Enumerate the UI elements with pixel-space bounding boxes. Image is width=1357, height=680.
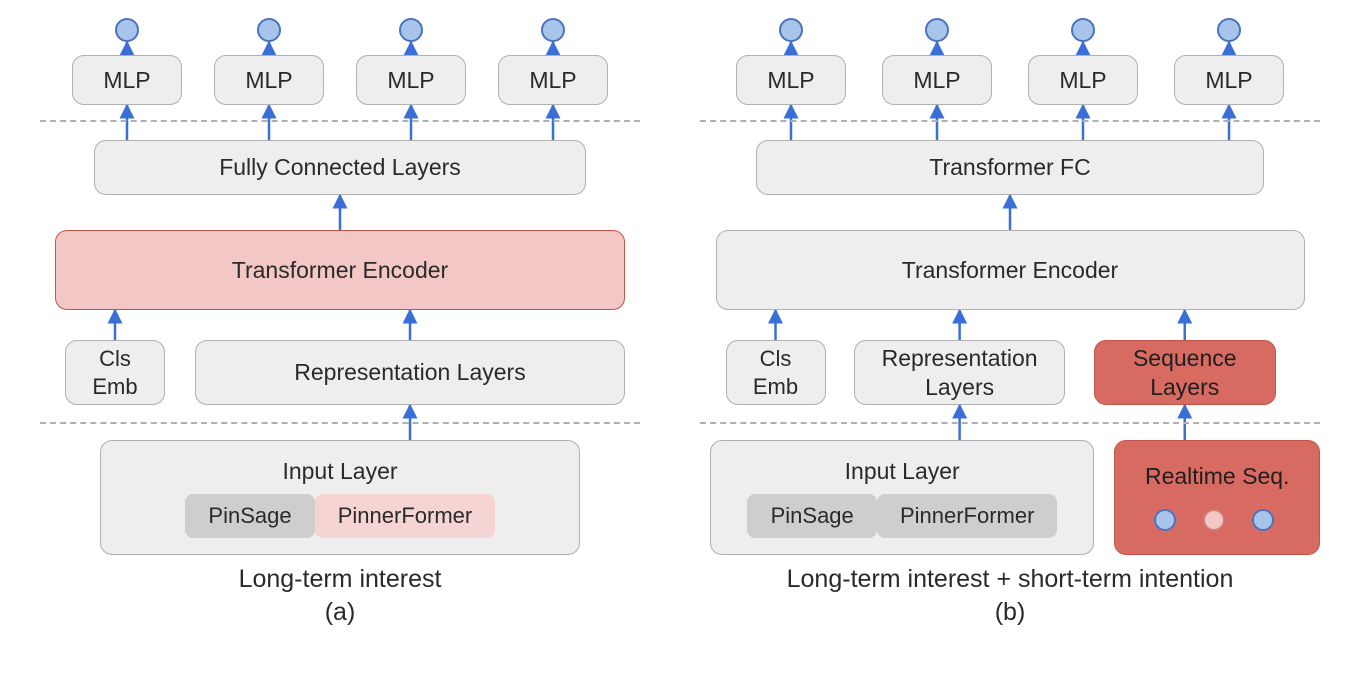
cls-emb-box: Cls Emb [65, 340, 165, 405]
mlp-box: MLP [498, 55, 608, 105]
input-layer-box: Input Layer PinSagePinnerFormer [100, 440, 580, 555]
realtime-seq-box: Realtime Seq. [1114, 440, 1320, 555]
divider [700, 120, 1320, 122]
divider [40, 120, 640, 122]
output-node-icon [541, 18, 565, 42]
input-layer-box: Input Layer PinSagePinnerFormer [710, 440, 1094, 555]
pinnerformer-chip: PinnerFormer [315, 494, 495, 538]
caption-title: Long-term interest [40, 565, 640, 594]
seq-node-icon [1154, 509, 1176, 531]
caption-sub: (b) [700, 598, 1320, 627]
input-layer-label: Input Layer [845, 457, 960, 486]
sequence-layers-box: Sequence Layers [1094, 340, 1276, 405]
divider [700, 422, 1320, 424]
cls-emb-box: Cls Emb [726, 340, 826, 405]
divider [40, 422, 640, 424]
mlp-box: MLP [1028, 55, 1138, 105]
mlp-box: MLP [1174, 55, 1284, 105]
output-node-icon [925, 18, 949, 42]
output-node-icon [115, 18, 139, 42]
output-node-icon [1071, 18, 1095, 42]
mlp-box: MLP [72, 55, 182, 105]
seq-node-icon [1203, 509, 1225, 531]
output-node-icon [1217, 18, 1241, 42]
repr-box: Representation Layers [854, 340, 1065, 405]
mlp-box: MLP [882, 55, 992, 105]
encoder-box: Transformer Encoder [716, 230, 1305, 310]
output-node-icon [257, 18, 281, 42]
output-node-icon [399, 18, 423, 42]
encoder-box: Transformer Encoder [55, 230, 625, 310]
fc-box: Transformer FC [756, 140, 1264, 195]
mlp-box: MLP [356, 55, 466, 105]
repr-box: Representation Layers [195, 340, 625, 405]
mlp-box: MLP [214, 55, 324, 105]
output-node-icon [779, 18, 803, 42]
pinsage-chip: PinSage [747, 494, 877, 538]
mlp-box: MLP [736, 55, 846, 105]
pinnerformer-chip: PinnerFormer [877, 494, 1057, 538]
fc-box: Fully Connected Layers [94, 140, 586, 195]
caption-title: Long-term interest + short-term intentio… [700, 565, 1320, 594]
caption-sub: (a) [40, 598, 640, 627]
pinsage-chip: PinSage [185, 494, 315, 538]
input-layer-label: Input Layer [282, 457, 397, 486]
realtime-seq-label: Realtime Seq. [1145, 462, 1289, 491]
